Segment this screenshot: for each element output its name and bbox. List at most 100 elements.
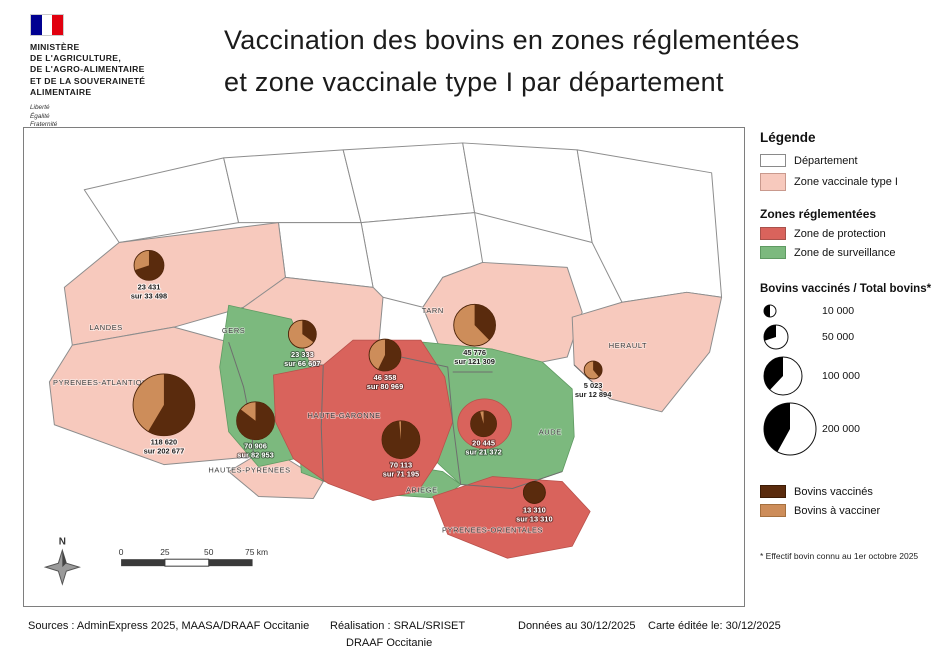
size-circle-icon [763,324,789,350]
protection-zone-shape [273,339,454,501]
size-label: 200 000 [822,423,860,435]
bovins-a-vacciner-swatch [760,504,786,517]
footer-sources: Sources : AdminExpress 2025, MAASA/DRAAF… [28,620,310,632]
ministry-line: DE L'AGRO-ALIMENTAIRE [30,64,145,75]
scale-tick-0: 0 [119,547,124,557]
motto-line: Égalité [30,112,50,120]
pie-value-label: 70 113 [390,461,412,470]
scale-bar-segment [121,559,165,567]
legend-item-departement: Département [760,154,932,167]
pie-total-label: sur 33 498 [131,291,167,300]
bovins-vaccines-label: Bovins vaccinés [794,485,873,498]
legend-footnote: * Effectif bovin connu au 1er octobre 20… [760,551,919,561]
department-shape [277,222,374,288]
legend-title: Légende [760,130,816,145]
pie-vaccinated-sector [236,401,275,440]
pie-total-label: sur 13 310 [516,514,552,523]
pie-vaccinated-sector [470,410,497,437]
department-label-haute-garonne: HAUTE-GARONNE [308,411,381,420]
size-row-50000: 50 000 [760,323,932,351]
pie-vaccinated-sector [382,420,420,459]
scale-bar-segment [164,558,210,567]
pie-vaccinated-sector [148,373,195,436]
map-frame: LANDES GERS TARN HERAULT PYRENEES-ATLANT… [23,127,745,607]
department-shape-landes [63,222,286,346]
pie-total-label: sur 12 894 [575,390,612,399]
scale-bar-segment [208,559,253,567]
zone-vaccinale-swatch [760,173,786,191]
scale-tick-75: 75 km [245,547,268,557]
pie-vaccinated-sector [302,320,317,343]
department-label-hautes-pyrenees: HAUTES-PYRENEES [208,466,290,475]
department-labels-layer: LANDES GERS TARN HERAULT PYRENEES-ATLANT… [52,306,647,535]
white-departments-layer [83,142,723,308]
pie-total-label: sur 80 969 [367,382,403,391]
size-circle-icon [763,402,817,456]
zones-reglementees-title: Zones réglementées [760,207,877,221]
ministry-line: ET DE LA SOUVERAINETÉ [30,75,146,86]
pie-value-label: 46 358 [374,373,397,382]
zone-vaccinale-label: Zone vaccinale type I [794,176,898,188]
zone-protection-layer [273,339,591,559]
pie-total-label: sur 82 953 [237,451,273,460]
pie-scale-title: Bovins vaccinés / Total bovins* [760,283,932,295]
pie-value-label: 5 023 [584,381,603,390]
ministry-name: MINISTÈRE DE L'AGRICULTURE, DE L'AGRO-AL… [30,42,198,98]
size-circle-icon [763,304,777,318]
department-shape [342,142,476,224]
pie-value-label: 20 445 [472,439,495,448]
pie-vaccinated-sector [593,361,603,377]
motto-line: Liberté [30,103,50,111]
pie-value-label: 23 431 [138,282,161,291]
pie-vaccinated-sector [377,339,401,371]
pie-value-label: 13 310 [523,505,546,514]
map-canvas: LANDES GERS TARN HERAULT PYRENEES-ATLANT… [43,142,723,586]
ministry-line: DE L'AGRICULTURE, [30,53,122,64]
compass-star-dark-quadrant [62,550,67,568]
zone-surveillance-label: Zone de surveillance [794,246,896,259]
department-shape-tarn [422,261,583,373]
department-borders-layer [228,341,611,489]
ministry-motto: Liberté Égalité Fraternité [30,104,198,130]
compass-star-icon [43,548,81,586]
legend-item-zone-protection: Zone de protection [760,227,932,240]
department-shape [223,149,362,224]
page-title-line1: Vaccination des bovins en zones réglemen… [224,25,800,55]
pie-total-label: sur 66 607 [284,359,320,368]
department-label-tarn: TARN [422,306,444,315]
pie-value-label: 70 906 [244,442,267,451]
department-label-pyrenees-atlantiques: PYRENEES-ATLANTIQUES [53,378,159,387]
page-title-line2: et zone vaccinale type I par département [224,66,724,97]
scale-tick-25: 25 [160,547,170,557]
size-row-10000: 10 000 [760,303,932,319]
department-shape [83,157,240,244]
pie-value-label: 45 776 [463,348,486,357]
pie-vaccinated-sector [474,304,496,341]
bovins-vaccines-swatch [760,485,786,498]
size-label: 50 000 [822,331,855,343]
pie-vaccinated-sector [522,481,546,504]
footer-realisation-line2: DRAAF Occitanie [346,637,433,649]
motto-line: Fraternité [30,121,58,129]
bovins-a-vacciner-label: Bovins à vacciner [794,504,881,517]
size-circle-sector [764,403,790,452]
size-row-100000: 100 000 [760,355,932,397]
zone-protection-label: Zone de protection [794,227,886,240]
size-circle-icon [763,356,803,396]
ministry-line: MINISTÈRE [30,42,80,52]
legend-panel: Légende Département Zone vaccinale type … [760,130,932,561]
footer-carte-editee: Carte éditée le: 30/12/2025 [648,620,781,632]
compass-rose: N [43,536,81,586]
protection-zone-shape-pyrenees-orientales [432,476,591,559]
scale-tick-50: 50 [204,547,214,557]
footer-realisation-line1: Réalisation : SRAL/SRISET [330,620,466,632]
ministry-line: ALIMENTAIRE [30,86,92,97]
zone-protection-swatch [760,227,786,240]
size-circle-sector [763,357,783,390]
